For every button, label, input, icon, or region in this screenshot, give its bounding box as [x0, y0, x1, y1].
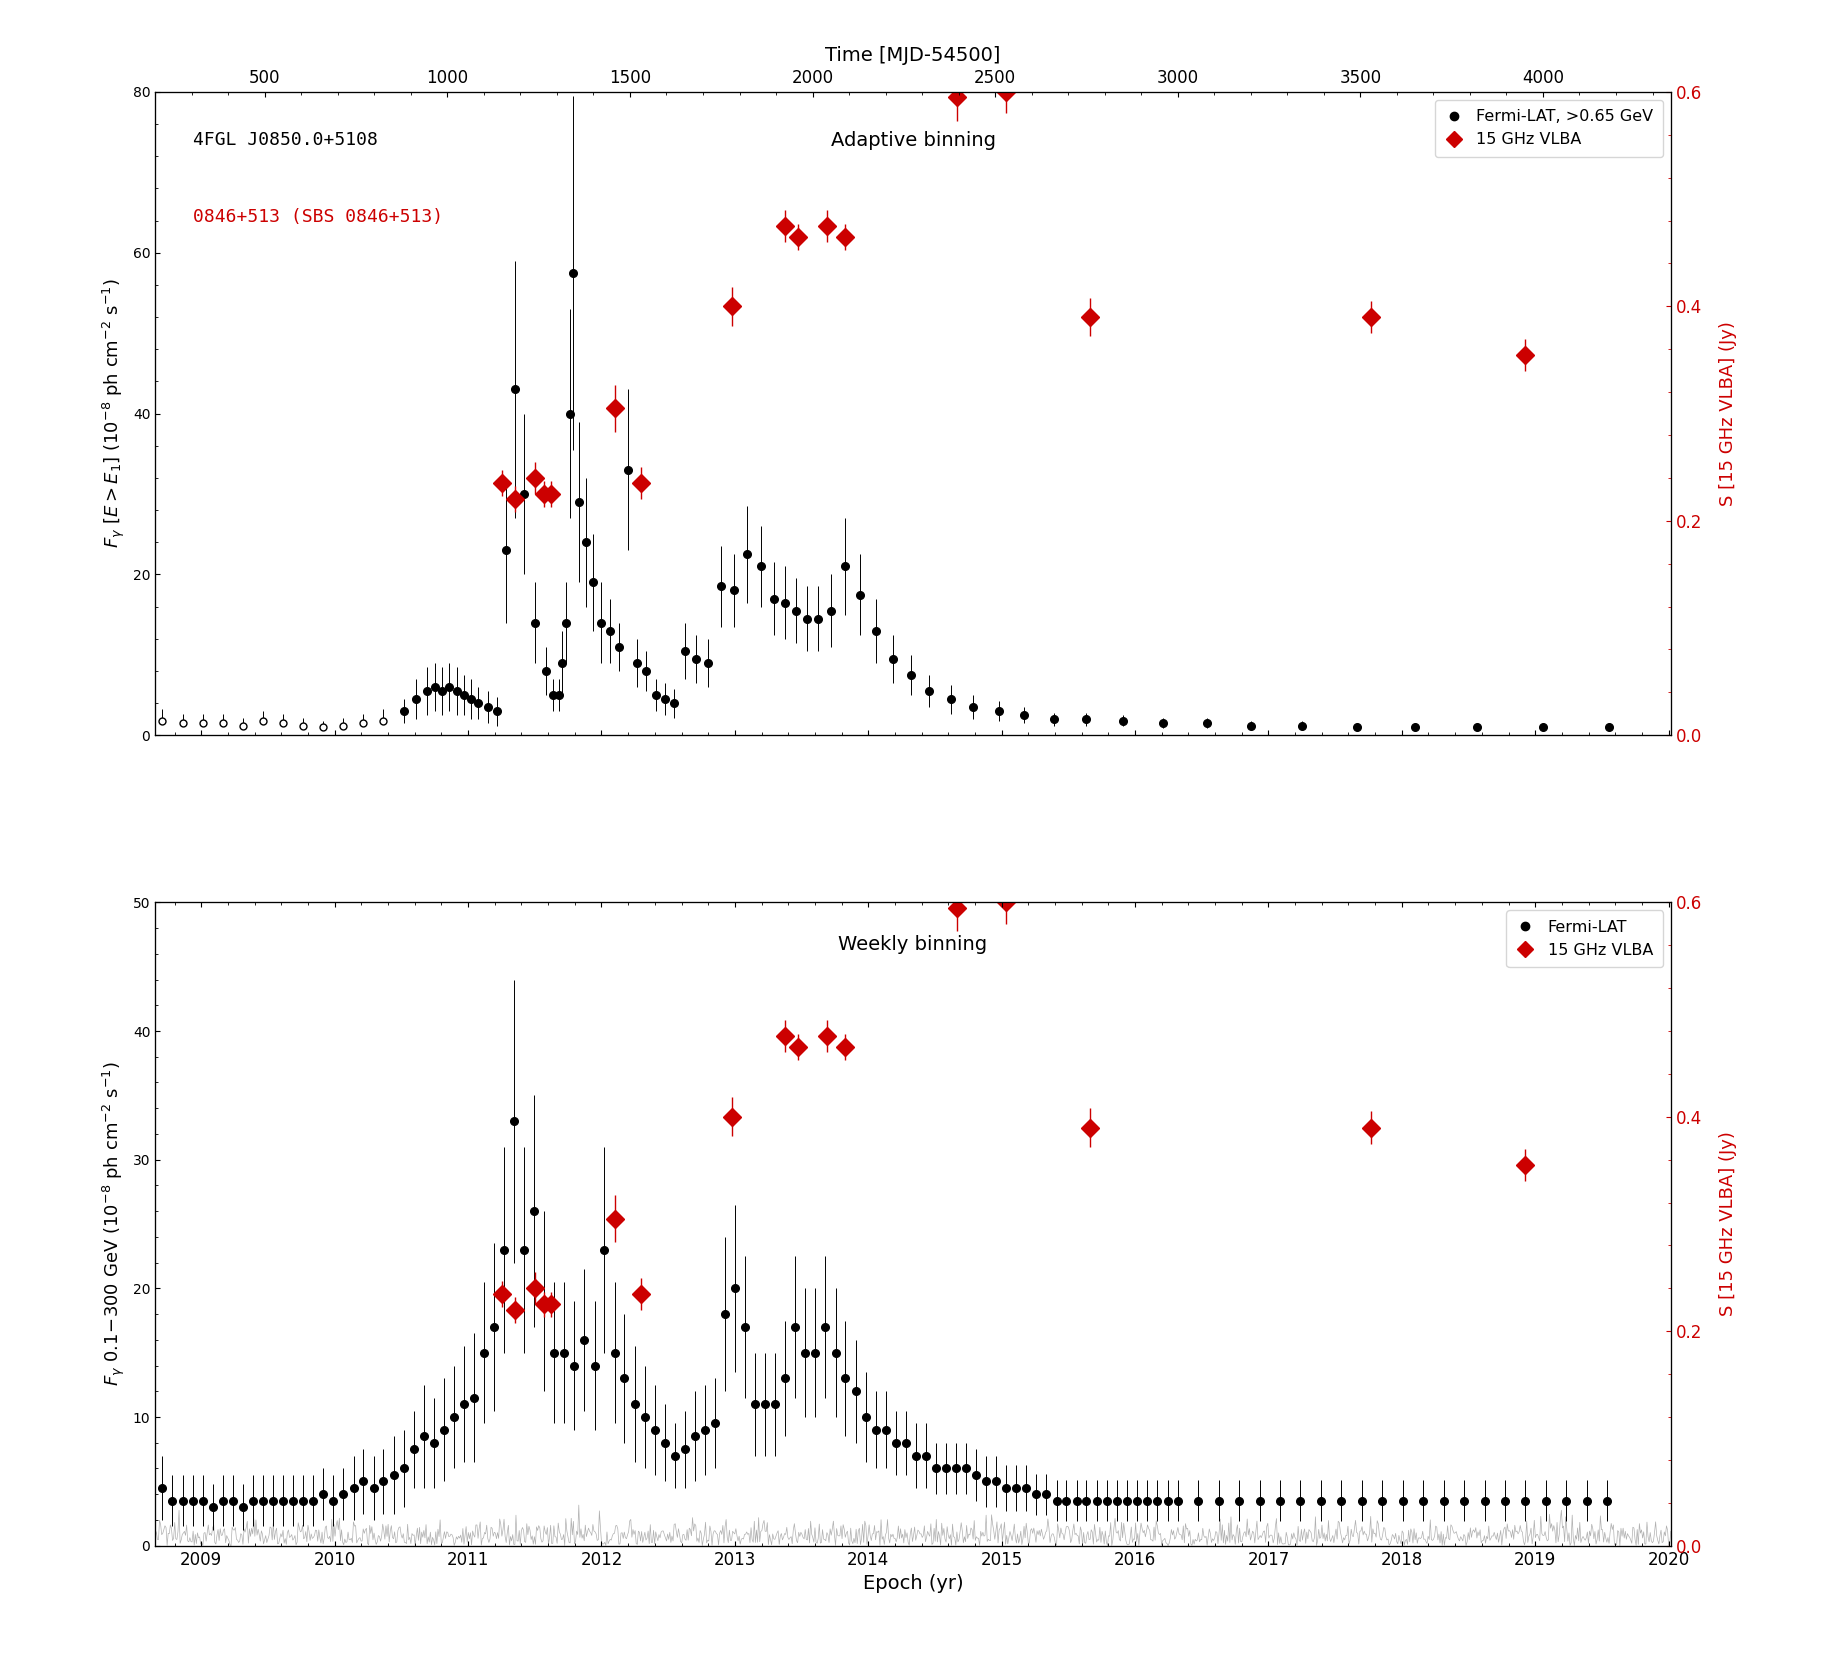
Text: 0846+513 (SBS 0846+513): 0846+513 (SBS 0846+513) — [194, 207, 444, 226]
Text: 4FGL J0850.0+5108: 4FGL J0850.0+5108 — [194, 130, 378, 149]
Text: Adaptive binning: Adaptive binning — [831, 130, 995, 149]
Y-axis label: S [15 GHz VLBA] (Jy): S [15 GHz VLBA] (Jy) — [1718, 321, 1737, 506]
X-axis label: Time [MJD-54500]: Time [MJD-54500] — [825, 45, 1001, 65]
Legend: Fermi-LAT, 15 GHz VLBA: Fermi-LAT, 15 GHz VLBA — [1506, 911, 1663, 968]
Y-axis label: $F_\gamma\ 0.1\!-\!300\ \mathrm{GeV}\ (10^{-8}\ \mathrm{ph\ cm^{-2}\ s^{-1}})$: $F_\gamma\ 0.1\!-\!300\ \mathrm{GeV}\ (1… — [100, 1061, 128, 1387]
Y-axis label: $F_\gamma\ [E>E_1]\ (10^{-8}\ \mathrm{ph\ cm^{-2}\ s^{-1}})$: $F_\gamma\ [E>E_1]\ (10^{-8}\ \mathrm{ph… — [100, 279, 128, 548]
Text: Weekly binning: Weekly binning — [838, 934, 988, 954]
Legend: Fermi-LAT, >0.65 GeV, 15 GHz VLBA: Fermi-LAT, >0.65 GeV, 15 GHz VLBA — [1435, 100, 1663, 157]
X-axis label: Epoch (yr): Epoch (yr) — [862, 1574, 964, 1592]
Y-axis label: S [15 GHz VLBA] (Jy): S [15 GHz VLBA] (Jy) — [1718, 1131, 1737, 1317]
